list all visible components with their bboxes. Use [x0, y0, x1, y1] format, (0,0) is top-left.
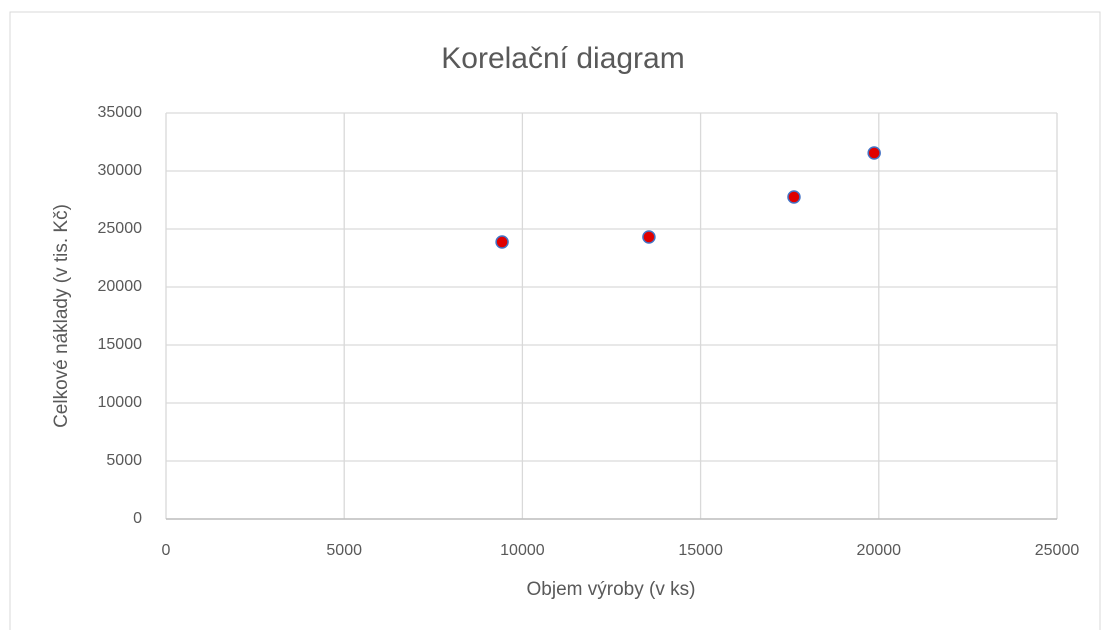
y-axis-title: Celkové náklady (v tis. Kč): [51, 204, 72, 428]
y-tick-label: 0: [133, 510, 142, 527]
y-tick-label: 5000: [106, 452, 142, 469]
point: [787, 190, 801, 204]
x-tick-label: 10000: [500, 542, 545, 559]
y-tick-label: 15000: [98, 336, 143, 353]
x-tick-label: 25000: [1035, 542, 1080, 559]
x-tick-label: 0: [162, 542, 171, 559]
y-tick-label: 35000: [98, 104, 143, 121]
x-tick-label: 20000: [857, 542, 902, 559]
chart-frame: [9, 11, 1101, 630]
point: [642, 230, 656, 244]
chart-title: Korelační diagram: [441, 42, 684, 75]
y-tick-label: 25000: [98, 220, 143, 237]
x-tick-label: 5000: [326, 542, 362, 559]
y-tick-label: 20000: [98, 278, 143, 295]
x-tick-label: 15000: [678, 542, 723, 559]
x-axis-title: Objem výroby (v ks): [527, 579, 696, 600]
y-tick-label: 10000: [98, 394, 143, 411]
point: [495, 235, 509, 249]
y-tick-label: 30000: [98, 162, 143, 179]
point: [867, 146, 881, 160]
